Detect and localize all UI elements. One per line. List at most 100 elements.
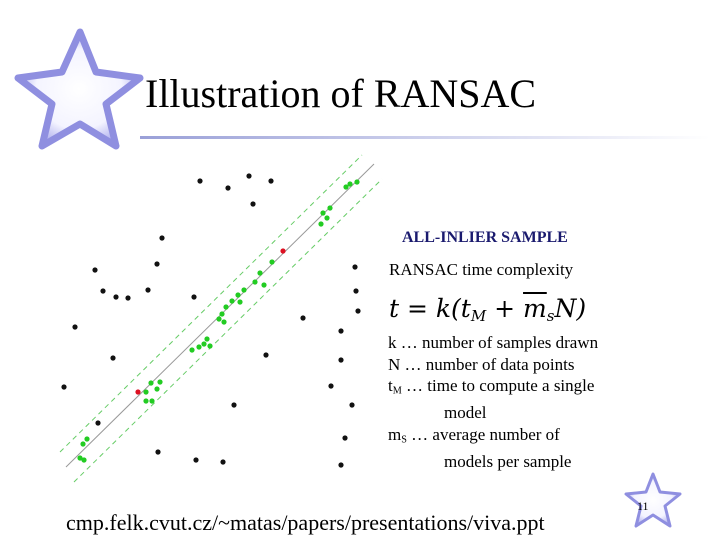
outlier-dot (100, 288, 106, 294)
inlier-dot (207, 343, 213, 349)
inlier-dot (252, 279, 258, 285)
outlier-dot (328, 383, 334, 389)
outlier-dot (268, 178, 274, 184)
outlier-dot (353, 288, 359, 294)
inlier-dot (80, 441, 86, 447)
inlier-dot (148, 380, 154, 386)
formula-part: N) (554, 294, 587, 323)
outlier-dot (338, 328, 344, 334)
definition-line: model (388, 402, 598, 424)
definition-text: … time to compute a single (406, 376, 595, 395)
outlier-dot (125, 295, 131, 301)
sample-dot (135, 389, 141, 395)
inlier-dot (149, 398, 155, 404)
footer-url: cmp.felk.cvut.cz/~matas/papers/presentat… (66, 510, 545, 535)
definition-line: N … number of data points (388, 354, 598, 376)
definition-line: models per sample (388, 451, 598, 473)
outlier-dot (159, 235, 165, 241)
inlier-dot (223, 304, 229, 310)
inlier-dot (229, 298, 235, 304)
star-page (624, 472, 682, 528)
outlier-dot (155, 449, 161, 455)
definition-text: … average number of (411, 424, 560, 444)
inlier-dot (347, 181, 353, 187)
outlier-dot (154, 261, 160, 267)
inlier-dot (237, 299, 243, 305)
star-decoration (14, 28, 144, 150)
definition-subscript: S (401, 434, 407, 446)
definition-line: tM … time to compute a single (388, 375, 598, 402)
definition-line: mS … average number of (388, 424, 598, 451)
formula-subscript: s (546, 306, 555, 325)
definition-text: model (444, 403, 487, 423)
formula-part: + (486, 294, 524, 323)
page-number: 11 (637, 499, 649, 513)
title: Illustration of RANSAC (145, 71, 537, 116)
definition-symbol: N (388, 354, 401, 374)
inlier-dot (204, 336, 210, 342)
inlier-dot (261, 282, 267, 288)
outlier-dot (342, 435, 348, 441)
inlier-dot (327, 205, 333, 211)
outlier-dot (355, 308, 361, 314)
outlier-dot (95, 420, 101, 426)
inlier-dot (257, 270, 263, 276)
inlier-dot (143, 389, 149, 395)
inlier-dot (154, 386, 160, 392)
outlier-dot (338, 357, 344, 363)
threshold-line (59, 154, 363, 453)
sample-dot (280, 248, 286, 254)
outlier-dot (349, 402, 355, 408)
inlier-dot (77, 455, 83, 461)
inlier-dot (189, 347, 195, 353)
inlier-dot (221, 319, 227, 325)
outlier-dot (145, 287, 151, 293)
definition-text: models per sample (444, 451, 572, 471)
inlier-dot (196, 344, 202, 350)
inlier-dot (241, 287, 247, 293)
outlier-dot (338, 462, 344, 468)
outlier-dot (72, 324, 78, 330)
inlier-dot (216, 316, 222, 322)
definition-text: … number of samples drawn (400, 333, 599, 352)
inlier-dot (318, 221, 324, 227)
outlier-dot (352, 264, 358, 270)
outlier-dot (193, 457, 199, 463)
definition-text: … number of data points (404, 354, 575, 374)
outlier-dot (113, 294, 119, 300)
definition-symbol: t (388, 376, 393, 395)
outlier-dot (231, 402, 237, 408)
threshold-line (73, 178, 383, 483)
inlier-dot (354, 179, 360, 185)
definitions: k … number of samples drawn N … number of… (388, 332, 598, 472)
outlier-dot (300, 315, 306, 321)
inlier-dot (201, 341, 207, 347)
outlier-dot (263, 352, 269, 358)
scatter-illustration (59, 154, 383, 483)
title-rule (140, 136, 710, 139)
heading: RANSAC time complexity (389, 260, 574, 279)
formula-subscript: M (470, 306, 487, 325)
formula: t = k(tM + msN) (389, 294, 586, 325)
definition-symbol: m (388, 424, 402, 444)
formula-part: t = k(t (389, 294, 471, 323)
inlier-dot (343, 184, 349, 190)
definition-symbol: k (388, 333, 397, 352)
inlier-dot (157, 379, 163, 385)
inlier-dot (84, 436, 90, 442)
inlier-dot (324, 215, 330, 221)
inlier-dot (320, 210, 326, 216)
inlier-dot (143, 398, 149, 404)
inlier-dot (235, 292, 241, 298)
outlier-dot (197, 178, 203, 184)
outlier-dot (220, 459, 226, 465)
outlier-dot (61, 384, 67, 390)
inlier-dot (219, 311, 225, 317)
inlier-dot (269, 259, 275, 265)
outlier-dot (246, 173, 252, 179)
outlier-dot (225, 185, 231, 191)
definition-subscript: M (392, 385, 402, 397)
inlier-dot (81, 457, 87, 463)
